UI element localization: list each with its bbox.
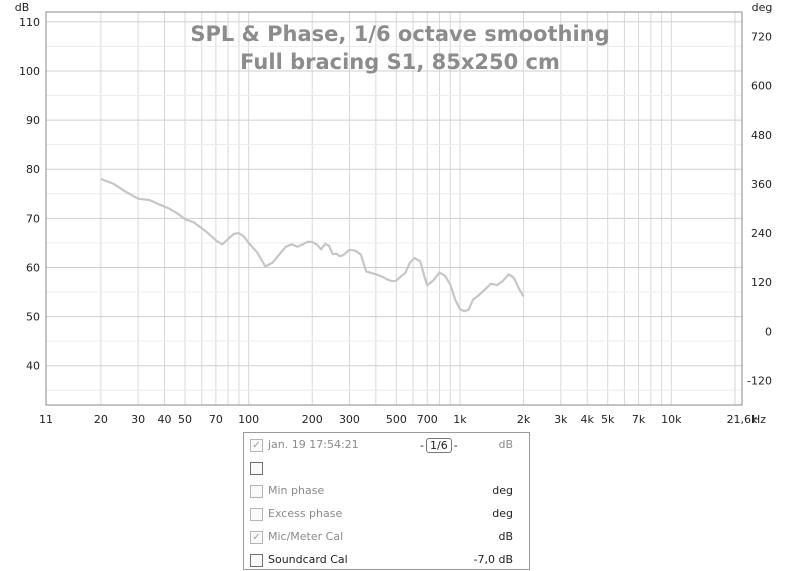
legend-row-mic-cal[interactable]: ✓ Mic/Meter Cal dB: [250, 529, 521, 547]
grid-lines: [46, 12, 742, 405]
soundcard-cal-label: Soundcard Cal: [268, 553, 348, 566]
blank-checkbox[interactable]: [250, 462, 263, 475]
chart-title: SPL & Phase, 1/6 octave smoothing: [190, 22, 609, 46]
chart-subtitle: Full bracing S1, 85x250 cm: [240, 50, 560, 74]
min-phase-unit: deg: [492, 484, 513, 497]
y2-tick-label: 720: [751, 31, 772, 44]
x-tick-label: 500: [386, 413, 407, 426]
mic-cal-unit: dB: [498, 530, 513, 543]
y-tick-label: 110: [19, 16, 40, 29]
plot-frame: [45, 11, 743, 406]
measurement-name: jan. 19 17:54:21: [268, 438, 359, 451]
mic-cal-label: Mic/Meter Cal: [268, 530, 344, 543]
x-tick-label: 20: [94, 413, 108, 426]
x-tick-label: 30: [131, 413, 145, 426]
y2-tick-label: 0: [765, 325, 772, 338]
excess-phase-unit: deg: [492, 507, 513, 520]
measurement-unit: dB: [498, 438, 513, 451]
x-tick-label: 21,6k: [727, 413, 758, 426]
legend-row-measurement[interactable]: ✓ jan. 19 17:54:21 -1/6- dB: [250, 437, 521, 455]
smoothing-value: 1/6: [425, 438, 452, 453]
x-tick-label: 3k: [554, 413, 568, 426]
x-tick-label: 7k: [632, 413, 646, 426]
soundcard-cal-checkbox[interactable]: [250, 554, 263, 567]
smoothing-selector[interactable]: -1/6-: [420, 438, 458, 453]
plot-border: [45, 11, 743, 406]
spl-phase-chart: 40 50 60 70 80 90 100 110 -120 0 120 240 360 480 600 72…: [15, 1, 773, 426]
x-tick-label: 300: [339, 413, 360, 426]
legend-row-soundcard-cal[interactable]: Soundcard Cal -7,0 dB: [250, 552, 521, 570]
y-tick-label: 80: [26, 163, 40, 176]
legend-row-min-phase[interactable]: Min phase deg: [250, 483, 521, 501]
y-tick-label: 90: [26, 114, 40, 127]
series-group: [100, 177, 525, 313]
x-tick-label: 11: [39, 413, 53, 426]
x-tick-label: 4k: [581, 413, 595, 426]
y2-tick-label: -120: [747, 374, 772, 387]
mic-cal-checkbox[interactable]: ✓: [250, 531, 263, 544]
x-tick-label: 100: [238, 413, 259, 426]
x-tick-label: 50: [178, 413, 192, 426]
x-tick-label: 10k: [661, 413, 682, 426]
y-tick-label: 100: [19, 65, 40, 78]
x-tick-label: 700: [417, 413, 438, 426]
spl-series-line: [100, 177, 525, 313]
x-tick-label: 40: [157, 413, 171, 426]
y2-tick-label: 480: [751, 129, 772, 142]
tick-labels: 40 50 60 70 80 90 100 110 -120 0 120 240 360 480 600 72…: [19, 16, 772, 426]
x-tick-label: 5k: [601, 413, 615, 426]
y2-tick-label: 600: [751, 80, 772, 93]
y-tick-label: 70: [26, 212, 40, 225]
excess-phase-label: Excess phase: [268, 507, 343, 520]
x-axis-unit: Hz: [752, 413, 766, 426]
legend-row-blank[interactable]: [250, 460, 521, 478]
x-tick-label: 2k: [517, 413, 531, 426]
y2-tick-label: 120: [751, 276, 772, 289]
x-tick-label: 70: [209, 413, 223, 426]
x-tick-label: 200: [302, 413, 323, 426]
y-tick-label: 60: [26, 261, 40, 274]
soundcard-cal-unit: -7,0 dB: [473, 553, 514, 566]
y-axis-unit: dB: [15, 1, 30, 14]
legend-panel: ✓ jan. 19 17:54:21 -1/6- dB Min phase de…: [243, 432, 530, 570]
x-tick-label: 1k: [453, 413, 467, 426]
y2-axis-unit: deg: [752, 1, 773, 14]
y-tick-label: 40: [26, 360, 40, 373]
min-phase-label: Min phase: [268, 484, 325, 497]
y2-tick-label: 360: [751, 178, 772, 191]
excess-phase-checkbox[interactable]: [250, 508, 263, 521]
y2-tick-label: 240: [751, 227, 772, 240]
min-phase-checkbox[interactable]: [250, 485, 263, 498]
legend-row-excess-phase[interactable]: Excess phase deg: [250, 506, 521, 524]
measurement-checkbox[interactable]: ✓: [250, 439, 263, 452]
y-tick-label: 50: [26, 311, 40, 324]
